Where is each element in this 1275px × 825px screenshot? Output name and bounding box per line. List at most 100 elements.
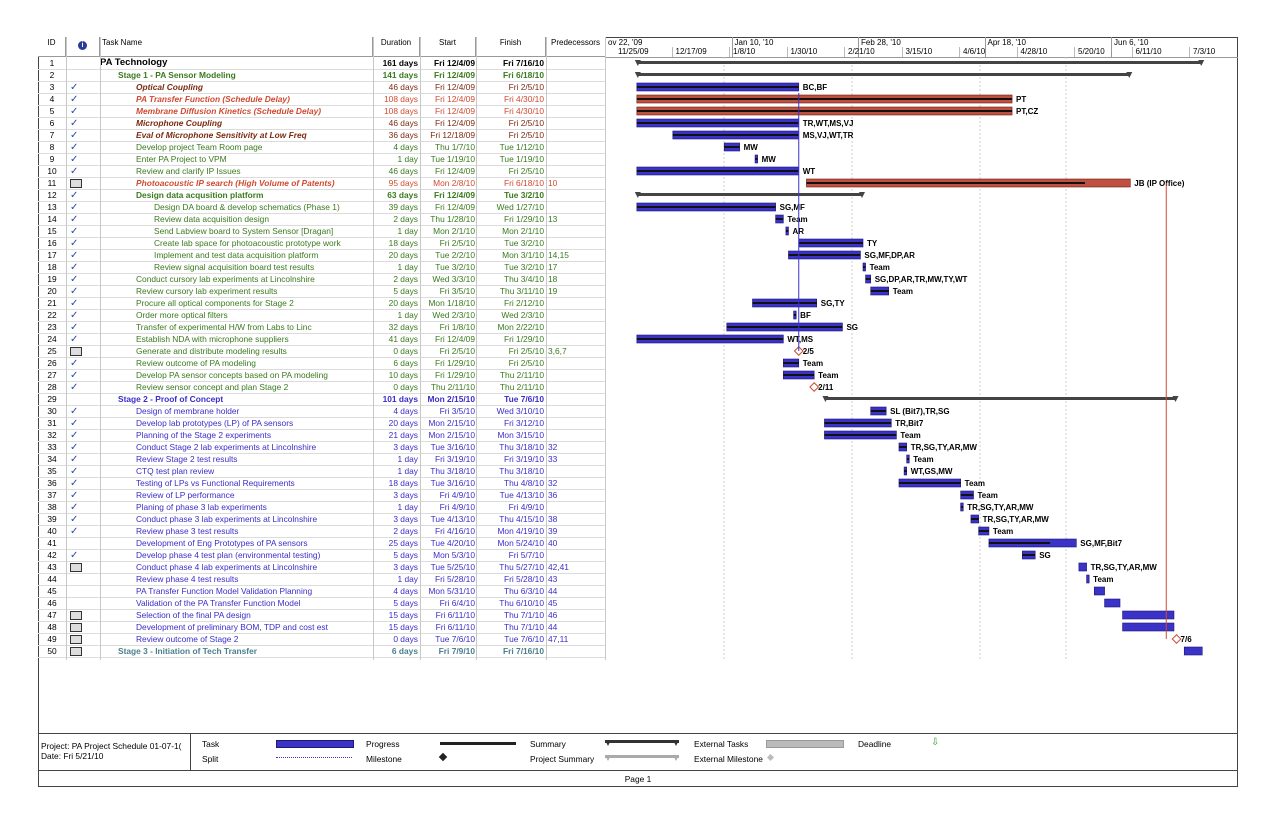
- summary-end-marker[interactable]: [1198, 60, 1205, 66]
- col-taskname-header[interactable]: Task Name: [100, 37, 373, 57]
- progress-bar[interactable]: [788, 254, 861, 256]
- task-row[interactable]: 28 ✓ Review sensor concept and plan Stage …: [38, 381, 606, 393]
- task-bar[interactable]: [1122, 622, 1175, 632]
- task-row[interactable]: 24 ✓ Establish NDA with microphone supplie…: [38, 333, 606, 345]
- task-row[interactable]: 34 ✓ Review Stage 2 test results 1 day Fri 3…: [38, 453, 606, 465]
- task-row[interactable]: 32 ✓ Planning of the Stage 2 experiments 21…: [38, 429, 606, 441]
- task-row[interactable]: 49 Review outcome of Stage 2 0 days Tue 7/6…: [38, 633, 606, 645]
- task-row[interactable]: 4 ✓ PA Transfer Function (Schedule Delay) 1…: [38, 93, 606, 105]
- task-row[interactable]: 22 ✓ Order more optical filters 1 day Wed 2/…: [38, 309, 606, 321]
- task-row[interactable]: 29 Stage 2 - Proof of Concept 101 days Mon …: [38, 393, 606, 405]
- summary-start-marker[interactable]: [634, 72, 641, 78]
- progress-bar[interactable]: [988, 542, 1051, 544]
- progress-bar[interactable]: [775, 218, 784, 220]
- task-row[interactable]: 13 ✓ Design DA board & develop schematics …: [38, 201, 606, 213]
- task-row[interactable]: 26 ✓ Review outcome of PA modeling 6 days Fr…: [38, 357, 606, 369]
- task-row[interactable]: 33 ✓ Conduct Stage 2 lab experiments at Li…: [38, 441, 606, 453]
- task-row[interactable]: 44 Review phase 4 test results 1 day Fri 5/…: [38, 573, 606, 585]
- task-row[interactable]: 1 PA Technology 161 days Fri 12/4/09 Fri 7/1…: [38, 57, 606, 69]
- task-row[interactable]: 23 ✓ Transfer of experimental H/W from Lab…: [38, 321, 606, 333]
- progress-bar[interactable]: [1022, 554, 1036, 556]
- progress-bar[interactable]: [898, 482, 961, 484]
- summary-start-marker[interactable]: [822, 396, 829, 402]
- task-bar[interactable]: [1078, 562, 1087, 572]
- task-row[interactable]: 39 ✓ Conduct phase 3 lab experiments at Li…: [38, 513, 606, 525]
- task-bar[interactable]: [1183, 646, 1203, 656]
- task-row[interactable]: 42 ✓ Develop phase 4 test plan (environmen…: [38, 549, 606, 561]
- task-row[interactable]: 43 Conduct phase 4 lab experiments at Lin…: [38, 561, 606, 573]
- col-finish-header[interactable]: Finish: [476, 37, 546, 57]
- milestone-marker[interactable]: [809, 382, 820, 392]
- task-row[interactable]: 47 Selection of the final PA design 15 day…: [38, 609, 606, 621]
- progress-bar[interactable]: [978, 530, 989, 532]
- task-row[interactable]: 11 Photoacoustic IP search (High Volume o…: [38, 177, 606, 189]
- task-bar[interactable]: [1086, 574, 1090, 584]
- progress-bar[interactable]: [726, 326, 843, 328]
- task-row[interactable]: 14 ✓ Review data acquisition design 2 days T…: [38, 213, 606, 225]
- task-row[interactable]: 20 ✓ Review cursory lab experiment results…: [38, 285, 606, 297]
- task-row[interactable]: 27 ✓ Develop PA sensor concepts based on P…: [38, 369, 606, 381]
- task-row[interactable]: 45 PA Transfer Function Model Validation …: [38, 585, 606, 597]
- col-predecessors-header[interactable]: Predecessors: [546, 37, 606, 57]
- progress-bar[interactable]: [755, 158, 758, 160]
- progress-bar[interactable]: [636, 98, 1013, 100]
- progress-bar[interactable]: [904, 470, 907, 472]
- task-row[interactable]: 41 Development of Eng Prototypes of PA se…: [38, 537, 606, 549]
- progress-bar[interactable]: [636, 110, 1013, 112]
- task-row[interactable]: 5 ✓ Membrane Diffusion Kinetics (Schedule …: [38, 105, 606, 117]
- progress-bar[interactable]: [863, 266, 866, 268]
- summary-bar[interactable]: [636, 61, 1203, 64]
- task-row[interactable]: 15 ✓ Send Labview board to System Sensor […: [38, 225, 606, 237]
- task-row[interactable]: 46 Validation of the PA Transfer Function…: [38, 597, 606, 609]
- task-row[interactable]: 30 ✓ Design of membrane holder 4 days Fri 3/…: [38, 405, 606, 417]
- task-row[interactable]: 50 Stage 3 - Initiation of Tech Transfer 6…: [38, 645, 606, 657]
- summary-end-marker[interactable]: [859, 192, 865, 198]
- task-row[interactable]: 31 ✓ Develop lab prototypes (LP) of PA sen…: [38, 417, 606, 429]
- summary-end-marker[interactable]: [1172, 396, 1179, 402]
- col-duration-header[interactable]: Duration: [373, 37, 420, 57]
- col-start-header[interactable]: Start: [420, 37, 476, 57]
- progress-bar[interactable]: [636, 206, 776, 208]
- task-bar[interactable]: [1093, 586, 1105, 596]
- progress-bar[interactable]: [783, 374, 815, 376]
- summary-end-marker[interactable]: [1126, 72, 1133, 78]
- progress-bar[interactable]: [960, 494, 974, 496]
- task-row[interactable]: 40 ✓ Review phase 3 test results 2 days Fri …: [38, 525, 606, 537]
- task-row[interactable]: 25 Generate and distribute modeling resul…: [38, 345, 606, 357]
- col-info-header[interactable]: i: [66, 37, 100, 57]
- task-bar[interactable]: [1104, 598, 1121, 608]
- progress-bar[interactable]: [824, 434, 897, 436]
- task-row[interactable]: 37 ✓ Review of LP performance 3 days Fri 4/9…: [38, 489, 606, 501]
- progress-bar[interactable]: [970, 518, 979, 520]
- col-id-header[interactable]: ID: [38, 37, 66, 57]
- task-row[interactable]: 48 Development of preliminary BOM, TDP an…: [38, 621, 606, 633]
- task-row[interactable]: 8 ✓ Develop project Team Room page 4 days Th…: [38, 141, 606, 153]
- task-row[interactable]: 36 ✓ Testing of LPs vs Functional Requirem…: [38, 477, 606, 489]
- task-bar[interactable]: [1122, 610, 1175, 620]
- progress-bar[interactable]: [824, 422, 892, 424]
- progress-bar[interactable]: [783, 362, 799, 364]
- task-row[interactable]: 10 ✓ Review and clarify IP Issues 46 days Fr…: [38, 165, 606, 177]
- task-row[interactable]: 3 ✓ Optical Coupling 46 days Fri 12/4/09 Fri …: [38, 81, 606, 93]
- task-row[interactable]: 19 ✓ Conduct cursory lab experiments at Li…: [38, 273, 606, 285]
- progress-bar[interactable]: [793, 314, 797, 316]
- task-row[interactable]: 2 Stage 1 - PA Sensor Modeling 141 days Fri…: [38, 69, 606, 81]
- task-row[interactable]: 21 ✓ Procure all optical components for St…: [38, 297, 606, 309]
- task-row[interactable]: 18 ✓ Review signal acquisition board test …: [38, 261, 606, 273]
- task-row[interactable]: 38 ✓ Planing of phase 3 lab experiments 1 d…: [38, 501, 606, 513]
- progress-bar[interactable]: [960, 506, 964, 508]
- summary-bar[interactable]: [636, 193, 863, 196]
- task-row[interactable]: 7 ✓ Eval of Microphone Sensitivity at Low …: [38, 129, 606, 141]
- summary-start-marker[interactable]: [634, 192, 641, 198]
- progress-bar[interactable]: [865, 278, 871, 280]
- summary-bar[interactable]: [824, 397, 1177, 400]
- progress-bar[interactable]: [785, 230, 789, 232]
- task-row[interactable]: 16 ✓ Create lab space for photoacoustic pr…: [38, 237, 606, 249]
- progress-bar[interactable]: [636, 86, 799, 88]
- progress-bar[interactable]: [724, 146, 740, 148]
- progress-bar[interactable]: [806, 182, 1085, 184]
- progress-bar[interactable]: [870, 410, 887, 412]
- task-row[interactable]: 6 ✓ Microphone Coupling 46 days Fri 12/4/09 F…: [38, 117, 606, 129]
- progress-bar[interactable]: [672, 134, 799, 136]
- progress-bar[interactable]: [636, 338, 784, 340]
